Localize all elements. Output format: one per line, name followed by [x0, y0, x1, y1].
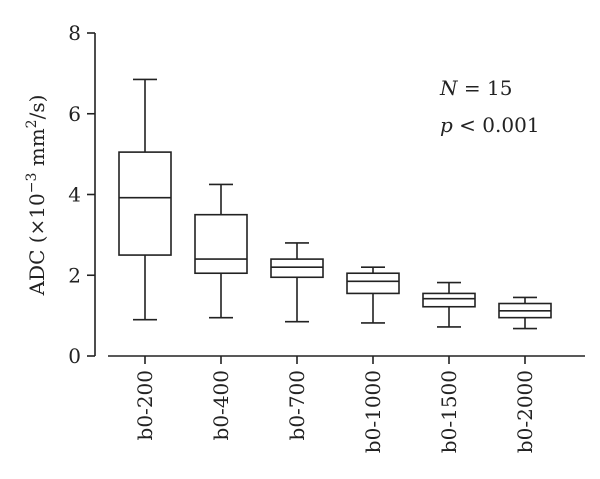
iqr-box	[118, 151, 172, 256]
axes	[87, 32, 585, 364]
iqr-box	[270, 258, 324, 279]
box-b0-400	[194, 183, 248, 319]
y-tick-label: 8	[68, 21, 81, 45]
box-b0-700	[270, 242, 324, 323]
iqr-box	[422, 292, 476, 308]
x-tick-label: b0-200	[133, 370, 157, 440]
x-tick-label: b0-1500	[437, 370, 461, 453]
iqr-box	[194, 213, 248, 275]
iqr-box	[346, 272, 400, 295]
box-b0-2000	[498, 296, 552, 330]
labels: 0 2 4 6 8 b0-200 b0-400 b0-700 b0-1000 b0-1500 b0-…	[68, 21, 537, 453]
y-axis-label: ADC (×10−3 mm2/s)	[24, 95, 49, 297]
boxes	[118, 78, 552, 330]
box-b0-1500	[422, 281, 476, 328]
x-tick-label: b0-700	[285, 370, 309, 440]
annotation-n: N = 15	[439, 76, 512, 100]
y-tick-label: 2	[68, 263, 81, 287]
x-tick-label: b0-1000	[361, 370, 385, 453]
y-tick-label: 6	[68, 102, 81, 126]
x-tick-label: b0-2000	[513, 370, 537, 453]
box-b0-1000	[346, 266, 400, 324]
y-tick-label: 0	[68, 344, 81, 368]
annotation-p: p < 0.001	[440, 113, 540, 137]
y-tick-label: 4	[68, 183, 81, 207]
box-b0-200	[118, 78, 172, 321]
x-tick-label: b0-400	[209, 370, 233, 440]
